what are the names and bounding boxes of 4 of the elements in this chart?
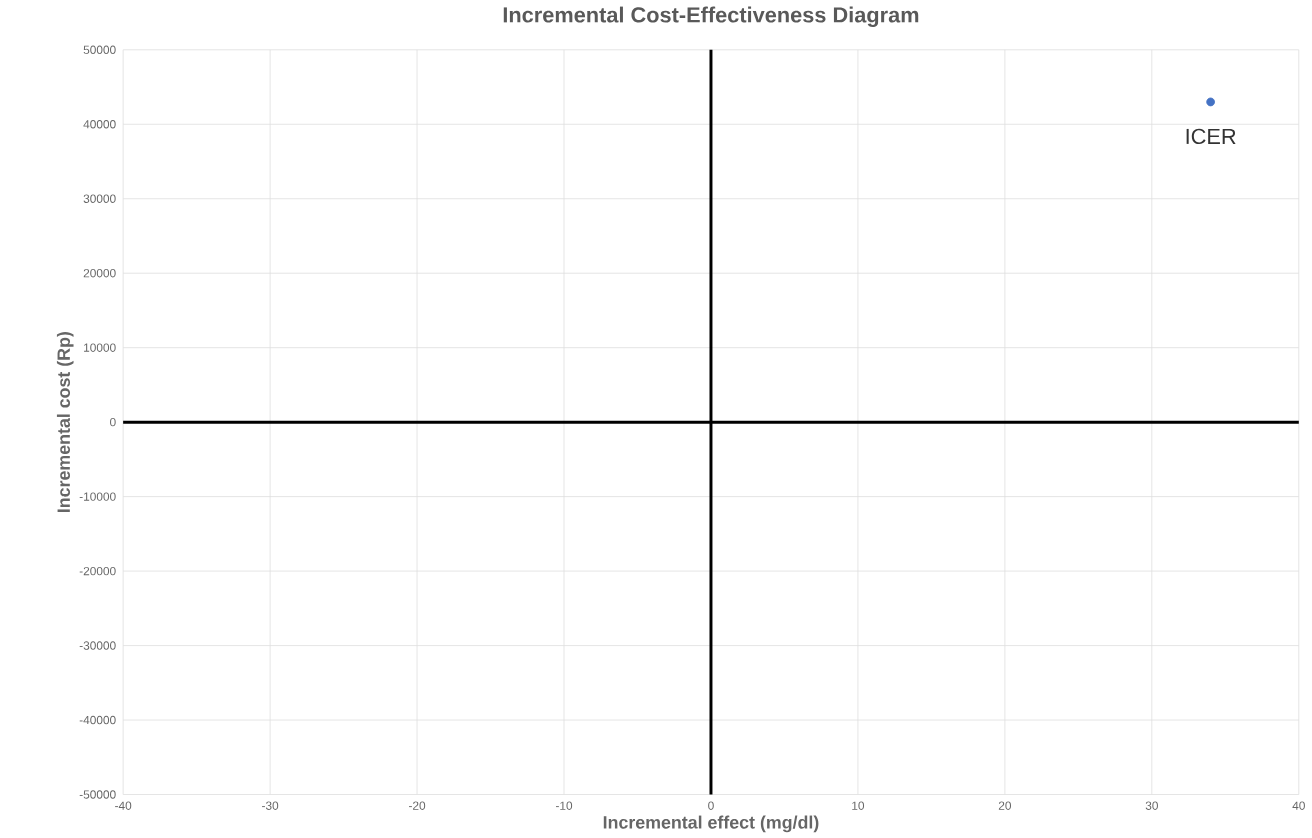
annotation: ICER (1186, 128, 1236, 144)
y-axis-title: Incremental cost (Rp) (56, 331, 74, 512)
x-axis-title: Incremental effect (mg/dl) (603, 815, 819, 832)
chart-title: Incremental Cost-Effectiveness Diagram (503, 6, 919, 27)
